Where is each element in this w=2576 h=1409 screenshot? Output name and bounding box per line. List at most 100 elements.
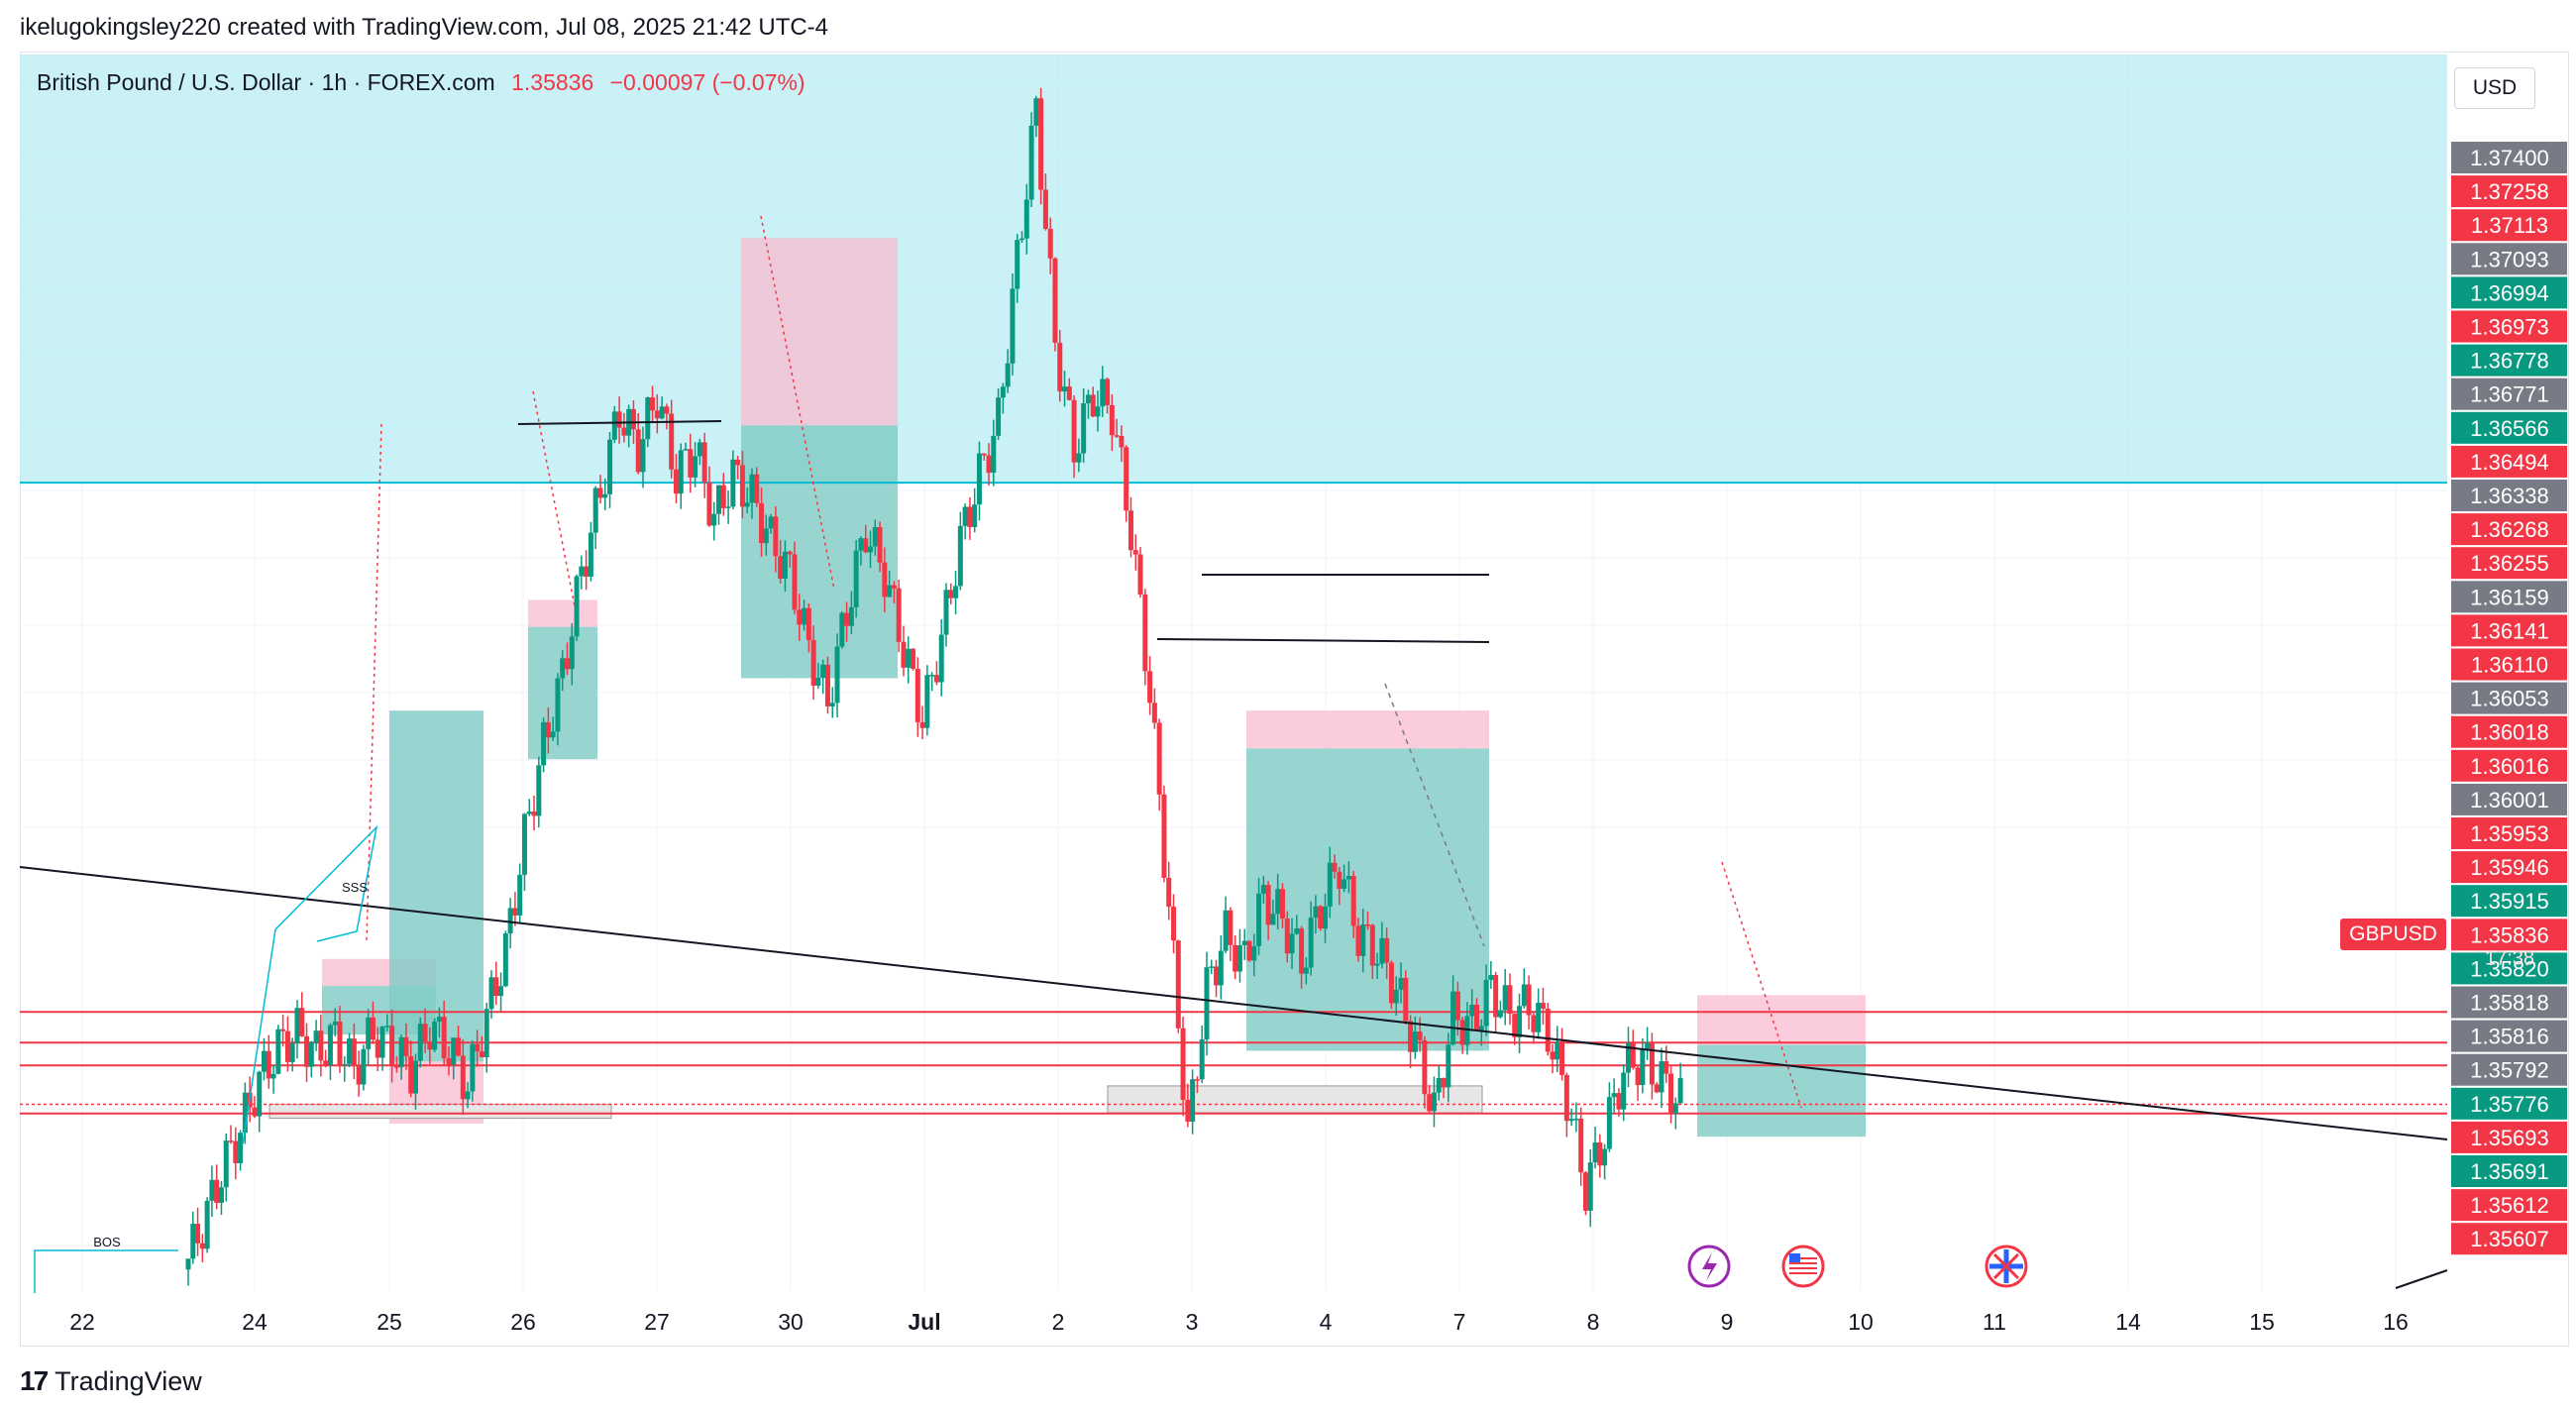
price-label-9: 1.36494 <box>2470 450 2549 475</box>
symbol-description[interactable]: British Pound / U.S. Dollar · 1h · FOREX… <box>37 69 495 95</box>
level-line-1 <box>517 420 722 425</box>
price-label-bg-31 <box>2451 1189 2567 1222</box>
candle-body-135 <box>824 664 830 706</box>
candle-body-179 <box>1033 98 1039 126</box>
candle-body-165 <box>967 506 973 527</box>
candle-body-307 <box>1640 1049 1646 1086</box>
price-label-bg-13 <box>2451 581 2567 613</box>
candle-body-51 <box>427 1041 433 1050</box>
candle-body-298 <box>1597 1142 1603 1166</box>
candle-body-110 <box>706 482 712 526</box>
candle-body-109 <box>701 442 707 483</box>
candle-body-228 <box>1265 885 1271 925</box>
candle-body-278 <box>1502 985 1508 1011</box>
candle-body-111 <box>711 513 717 526</box>
tradingview-brand[interactable]: 17 TradingView <box>20 1365 202 1397</box>
price-label-bg-1 <box>2451 175 2567 208</box>
projection-arrow-5 <box>366 423 382 942</box>
candle-body-233 <box>1289 933 1295 954</box>
candle-body-295 <box>1582 1172 1588 1211</box>
candle-body-115 <box>730 459 736 507</box>
symbol-header[interactable]: British Pound / U.S. Dollar · 1h · FOREX… <box>37 69 805 96</box>
currency-button[interactable]: USD <box>2454 67 2535 109</box>
price-label-bg-0 <box>2451 142 2567 173</box>
candle-body-273 <box>1478 1026 1484 1030</box>
event-icons <box>1687 1245 2028 1288</box>
time-tick-1: 24 <box>242 1309 268 1335</box>
price-label-15: 1.36110 <box>2471 653 2548 678</box>
candle-body-242 <box>1332 862 1338 872</box>
time-tick-9: 4 <box>1320 1309 1333 1335</box>
candle-body-119 <box>749 474 755 503</box>
tradingview-logo-icon: 17 <box>20 1365 49 1396</box>
price-label-8: 1.36566 <box>2470 416 2549 441</box>
price-label-bg-3 <box>2451 243 2567 275</box>
candle-body-221 <box>1233 944 1238 972</box>
price-label-bg-5 <box>2451 310 2567 343</box>
brand-name: TradingView <box>54 1365 202 1396</box>
candle-body-253 <box>1384 937 1390 963</box>
candle-body-219 <box>1223 910 1229 951</box>
candle-body-121 <box>759 502 765 544</box>
candle-body-105 <box>683 449 689 451</box>
candle-body-174 <box>1010 288 1016 364</box>
candle-body-290 <box>1559 1041 1565 1075</box>
chart-frame[interactable] <box>20 52 2569 1347</box>
candle-body-164 <box>962 506 968 526</box>
candle-body-256 <box>1398 978 1404 990</box>
candle-body-61 <box>475 1043 481 1052</box>
candle-body-235 <box>1299 927 1305 974</box>
candle-body-12 <box>242 1092 248 1134</box>
candle-body-184 <box>1057 342 1063 392</box>
candle-body-170 <box>991 435 997 474</box>
price-label-bg-30 <box>2451 1155 2567 1187</box>
candle-body-279 <box>1507 985 1513 1015</box>
candle-body-236 <box>1303 967 1309 974</box>
last-price: 1.35836 <box>511 69 594 95</box>
price-label-20: 1.35953 <box>2470 821 2549 846</box>
candle-body-118 <box>744 502 750 507</box>
price-label-bg-32 <box>2451 1223 2567 1255</box>
price-label-16: 1.36053 <box>2470 687 2549 711</box>
candle-body-198 <box>1124 447 1129 511</box>
candle-body-202 <box>1142 594 1148 672</box>
candle-body-293 <box>1573 1118 1579 1121</box>
candle-body-196 <box>1114 435 1120 437</box>
candle-body-300 <box>1606 1097 1612 1149</box>
candle-body-162 <box>953 586 959 598</box>
candle-body-71 <box>521 813 527 875</box>
candle-body-190 <box>1085 394 1091 404</box>
candle-body-150 <box>896 588 902 642</box>
candle-body-139 <box>844 612 850 626</box>
price-label-17: 1.36018 <box>2470 720 2549 745</box>
time-tick-4: 27 <box>644 1309 670 1335</box>
candle-body-146 <box>877 527 883 563</box>
candle-body-86 <box>592 488 598 533</box>
candle-body-200 <box>1132 550 1138 555</box>
candle-body-276 <box>1493 975 1499 1018</box>
candle-body-84 <box>584 566 590 578</box>
candle-body-304 <box>1626 1042 1631 1073</box>
price-label-3: 1.37093 <box>2470 247 2549 271</box>
candle-body-43 <box>389 1026 395 1067</box>
candle-body-160 <box>943 590 949 635</box>
price-label-bg-18 <box>2451 749 2567 782</box>
candle-body-230 <box>1275 889 1281 915</box>
price-label-bg-21 <box>2451 851 2567 884</box>
price-label-bg-24 <box>2451 952 2567 985</box>
candle-body-234 <box>1294 927 1300 934</box>
candle-body-158 <box>933 675 939 683</box>
candle-body-69 <box>512 908 518 916</box>
candle-body-10 <box>233 1140 239 1163</box>
price-label-bg-20 <box>2451 817 2567 849</box>
candle-body-245 <box>1345 876 1351 880</box>
candle-body-39 <box>370 1017 376 1040</box>
time-tick-6: Jul <box>908 1309 940 1335</box>
position-3-target <box>528 626 597 760</box>
candle-body-265 <box>1441 1078 1447 1088</box>
candle-body-176 <box>1020 238 1024 241</box>
candle-body-271 <box>1469 1004 1475 1017</box>
candle-body-15 <box>257 1071 263 1117</box>
candle-body-25 <box>304 1035 310 1067</box>
